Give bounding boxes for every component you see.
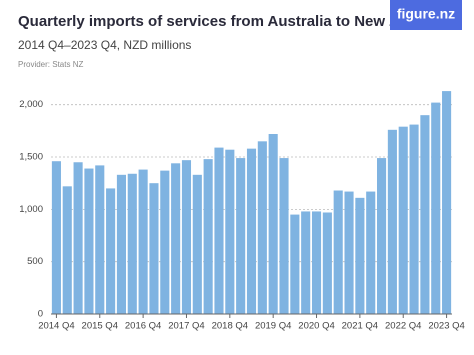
bar — [377, 158, 387, 314]
x-tick-label: 2016 Q4 — [125, 321, 161, 332]
x-tick-label: 2021 Q4 — [342, 321, 378, 332]
bar — [268, 134, 278, 314]
bar — [181, 160, 192, 314]
bar — [116, 174, 126, 314]
logo: figure.nz — [397, 6, 455, 22]
bar — [311, 211, 322, 314]
bar — [322, 212, 332, 314]
bar — [149, 183, 159, 314]
y-tick-label: 500 — [27, 256, 43, 267]
bar — [192, 174, 202, 314]
bar — [257, 141, 267, 314]
bar — [246, 148, 257, 314]
x-tick-label: 2015 Q4 — [82, 321, 118, 332]
bar — [398, 126, 408, 315]
x-tick-label: 2022 Q4 — [385, 321, 421, 332]
x-tick-label: 2023 Q4 — [428, 321, 464, 332]
bar — [279, 158, 289, 314]
x-tick-label: 2019 Q4 — [255, 321, 291, 332]
bar — [442, 91, 452, 315]
bar — [420, 115, 430, 315]
chart-subtitle: 2014 Q4–2023 Q4, NZD millions — [18, 38, 191, 52]
bar — [95, 165, 105, 314]
bar — [355, 197, 365, 314]
bar — [160, 170, 170, 314]
bar — [51, 161, 61, 314]
bar — [127, 173, 137, 314]
y-tick-label: 0 — [38, 309, 43, 320]
bar — [62, 186, 72, 314]
y-tick-label: 1,000 — [19, 204, 43, 215]
bar — [387, 129, 397, 314]
bar — [138, 169, 148, 314]
x-tick-label: 2014 Q4 — [38, 321, 74, 332]
bar — [73, 162, 83, 314]
y-tick-label: 1,500 — [19, 152, 43, 163]
bar — [171, 163, 181, 314]
chart-title: Quarterly imports of services from Austr… — [18, 13, 446, 30]
bar — [214, 147, 224, 314]
bar — [409, 124, 419, 315]
bar — [301, 211, 311, 314]
bar — [290, 214, 300, 314]
bar — [106, 188, 116, 314]
bar — [225, 149, 235, 314]
bar — [333, 190, 343, 314]
x-tick-label: 2017 Q4 — [168, 321, 204, 332]
bar — [431, 102, 441, 315]
bar — [84, 168, 94, 314]
y-tick-label: 2,000 — [19, 99, 43, 110]
x-tick-label: 2020 Q4 — [298, 321, 334, 332]
source: Provider: Stats NZ — [18, 60, 83, 69]
x-tick-label: 2018 Q4 — [212, 321, 248, 332]
logo-box — [390, 0, 462, 30]
bar — [203, 159, 213, 314]
bar — [344, 191, 354, 314]
bar — [236, 158, 246, 314]
bar — [366, 191, 376, 314]
